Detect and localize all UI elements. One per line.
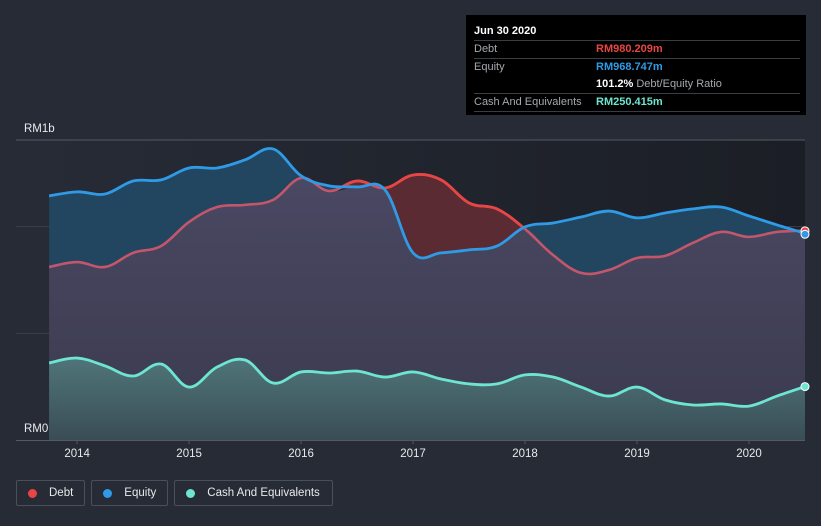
x-tick-label: 2018	[512, 448, 538, 460]
tooltip: Jun 30 2020 Debt RM980.209m Equity RM968…	[466, 15, 806, 115]
x-tick-label: 2019	[624, 448, 650, 460]
legend-dot-equity-icon	[103, 488, 113, 498]
tooltip-debt-value: RM980.209m	[596, 43, 663, 55]
y-axis-top-label: RM1b	[24, 123, 55, 135]
legend-dot-debt-icon	[28, 488, 37, 498]
cash-line	[48, 356, 806, 408]
tooltip-row-ratio: 101.2% Debt/Equity Ratio	[474, 76, 800, 94]
x-axis: 2014 2015 2016 2017 2018 2019 2020	[16, 440, 805, 460]
tooltip-row-equity: Equity RM968.747m	[474, 59, 800, 76]
tooltip-cash-value: RM250.415m	[596, 96, 663, 108]
legend-item-debt[interactable]: Debt	[16, 480, 86, 506]
legend: Debt Equity Cash And Equivalents	[16, 480, 333, 506]
series-areas	[49, 148, 806, 440]
tooltip-date: Jun 30 2020	[474, 23, 800, 41]
y-axis-bottom-label: RM0	[24, 423, 48, 435]
tooltip-ratio-value: 101.2%	[596, 78, 634, 90]
tooltip-debt-label: Debt	[474, 43, 498, 55]
legend-item-cash[interactable]: Cash And Equivalents	[174, 480, 333, 506]
series-end-points	[800, 226, 810, 392]
series-lines	[48, 147, 806, 408]
tooltip-cash-label: Cash And Equivalents	[474, 96, 582, 108]
x-tick-label: 2016	[288, 448, 314, 460]
x-tick-label: 2020	[736, 448, 762, 460]
x-tick-label: 2014	[64, 448, 90, 460]
equity-end-point	[800, 229, 810, 239]
legend-label-cash: Cash And Equivalents	[207, 487, 320, 499]
tooltip-row-debt: Debt RM980.209m	[474, 41, 800, 59]
equity-line	[48, 147, 806, 260]
tooltip-ratio-label: Debt/Equity Ratio	[636, 78, 722, 90]
legend-label-equity: Equity	[124, 487, 157, 499]
cash-end-point	[800, 382, 810, 392]
legend-dot-cash-icon	[186, 488, 196, 498]
legend-item-equity[interactable]: Equity	[91, 480, 169, 506]
x-tick-label: 2015	[176, 448, 202, 460]
tooltip-row-cash: Cash And Equivalents RM250.415m	[474, 94, 800, 112]
cash-area	[49, 358, 806, 440]
tooltip-equity-label: Equity	[474, 61, 505, 73]
x-tick-label: 2017	[400, 448, 426, 460]
legend-label-debt: Debt	[49, 487, 74, 499]
tooltip-equity-value: RM968.747m	[596, 61, 663, 73]
